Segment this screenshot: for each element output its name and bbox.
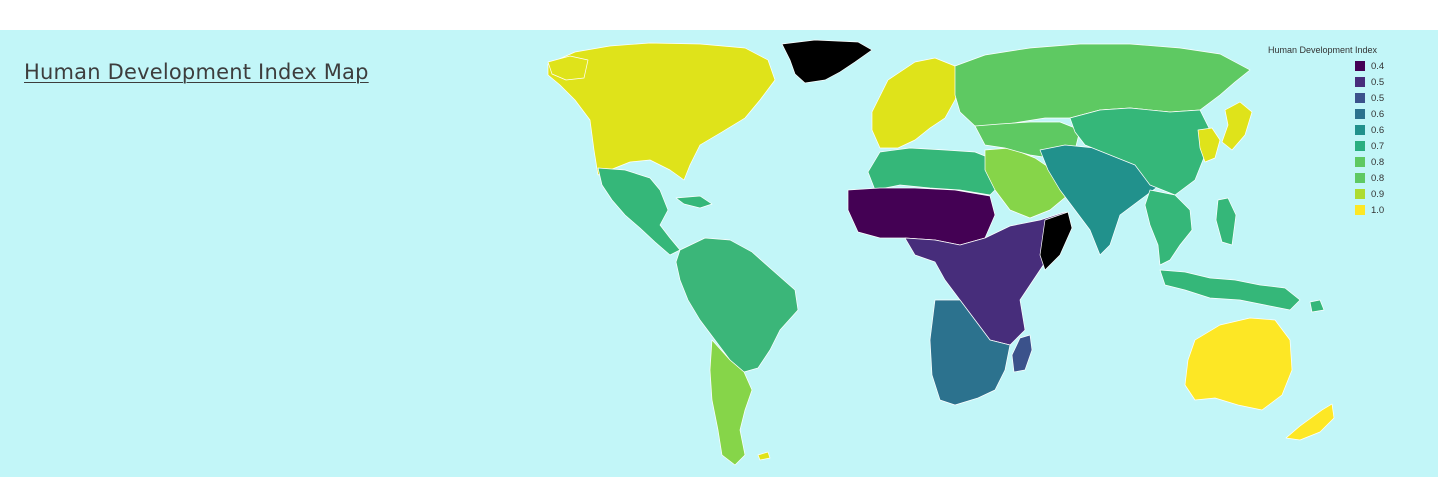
legend-label: 0.5 bbox=[1371, 76, 1385, 88]
legend-label: 0.8 bbox=[1371, 172, 1385, 184]
top-strip bbox=[0, 0, 1438, 30]
legend-swatch bbox=[1355, 109, 1365, 119]
region-north-america[interactable] bbox=[547, 42, 776, 181]
region-new-zealand[interactable] bbox=[1285, 403, 1335, 441]
legend-swatch bbox=[1355, 61, 1365, 71]
region-indonesia[interactable] bbox=[1159, 269, 1301, 311]
region-mexico-central-america[interactable] bbox=[597, 167, 681, 256]
legend-swatch bbox=[1355, 125, 1365, 135]
legend-item[interactable]: 0.9 bbox=[1268, 186, 1408, 202]
legend-label: 0.7 bbox=[1371, 140, 1385, 152]
legend-item[interactable]: 0.5 bbox=[1268, 74, 1408, 90]
region-southern-africa[interactable] bbox=[929, 299, 1011, 406]
legend-label: 0.5 bbox=[1371, 92, 1385, 104]
region-china[interactable] bbox=[1069, 107, 1211, 196]
legend-label: 0.6 bbox=[1371, 108, 1385, 120]
legend-item[interactable]: 1.0 bbox=[1268, 202, 1408, 218]
legend-items: 0.4 0.5 0.5 0.6 0.6 0.7 0.8 0.8 0.9 1.0 bbox=[1268, 58, 1408, 218]
region-horn-of-africa[interactable] bbox=[1039, 211, 1073, 271]
region-island-antarctic[interactable] bbox=[757, 451, 771, 461]
world-map[interactable] bbox=[0, 30, 1438, 477]
region-arabian-peninsula[interactable] bbox=[984, 147, 1069, 219]
legend-swatch bbox=[1355, 77, 1365, 87]
map-title[interactable]: Human Development Index Map bbox=[24, 60, 369, 84]
legend-label: 0.4 bbox=[1371, 60, 1385, 72]
region-south-america[interactable] bbox=[675, 237, 799, 373]
region-japan-korea[interactable] bbox=[1197, 127, 1221, 163]
legend-item[interactable]: 0.8 bbox=[1268, 170, 1408, 186]
region-greenland[interactable] bbox=[781, 39, 873, 84]
legend: Human Development Index 0.4 0.5 0.5 0.6 0.6 0… bbox=[1268, 45, 1408, 218]
region-island-pacific[interactable] bbox=[1309, 299, 1325, 313]
map-panel[interactable]: Human Development Index Map Human Develo… bbox=[0, 30, 1438, 477]
legend-item[interactable]: 0.4 bbox=[1268, 58, 1408, 74]
region-central-east-africa[interactable] bbox=[904, 211, 1066, 346]
legend-item[interactable]: 0.8 bbox=[1268, 154, 1408, 170]
region-philippines[interactable] bbox=[1215, 197, 1237, 246]
legend-swatch bbox=[1355, 157, 1365, 167]
legend-label: 0.8 bbox=[1371, 156, 1385, 168]
region-southern-cone[interactable] bbox=[709, 339, 753, 466]
legend-label: 1.0 bbox=[1371, 204, 1385, 216]
region-madagascar[interactable] bbox=[1011, 334, 1033, 373]
region-sahel[interactable] bbox=[847, 187, 996, 246]
legend-label: 0.6 bbox=[1371, 124, 1385, 136]
legend-swatch bbox=[1355, 205, 1365, 215]
region-caribbean[interactable] bbox=[675, 195, 713, 209]
legend-swatch bbox=[1355, 141, 1365, 151]
legend-title: Human Development Index bbox=[1268, 45, 1378, 55]
legend-item[interactable]: 0.5 bbox=[1268, 90, 1408, 106]
legend-swatch bbox=[1355, 93, 1365, 103]
legend-swatch bbox=[1355, 189, 1365, 199]
legend-label: 0.9 bbox=[1371, 188, 1385, 200]
region-alaska[interactable] bbox=[547, 55, 589, 81]
region-southeast-asia[interactable] bbox=[1144, 189, 1193, 266]
legend-item[interactable]: 0.7 bbox=[1268, 138, 1408, 154]
legend-swatch bbox=[1355, 173, 1365, 183]
legend-item[interactable]: 0.6 bbox=[1268, 106, 1408, 122]
legend-item[interactable]: 0.6 bbox=[1268, 122, 1408, 138]
region-australia[interactable] bbox=[1184, 317, 1293, 411]
region-japan[interactable] bbox=[1221, 101, 1253, 151]
region-western-europe[interactable] bbox=[871, 57, 961, 149]
